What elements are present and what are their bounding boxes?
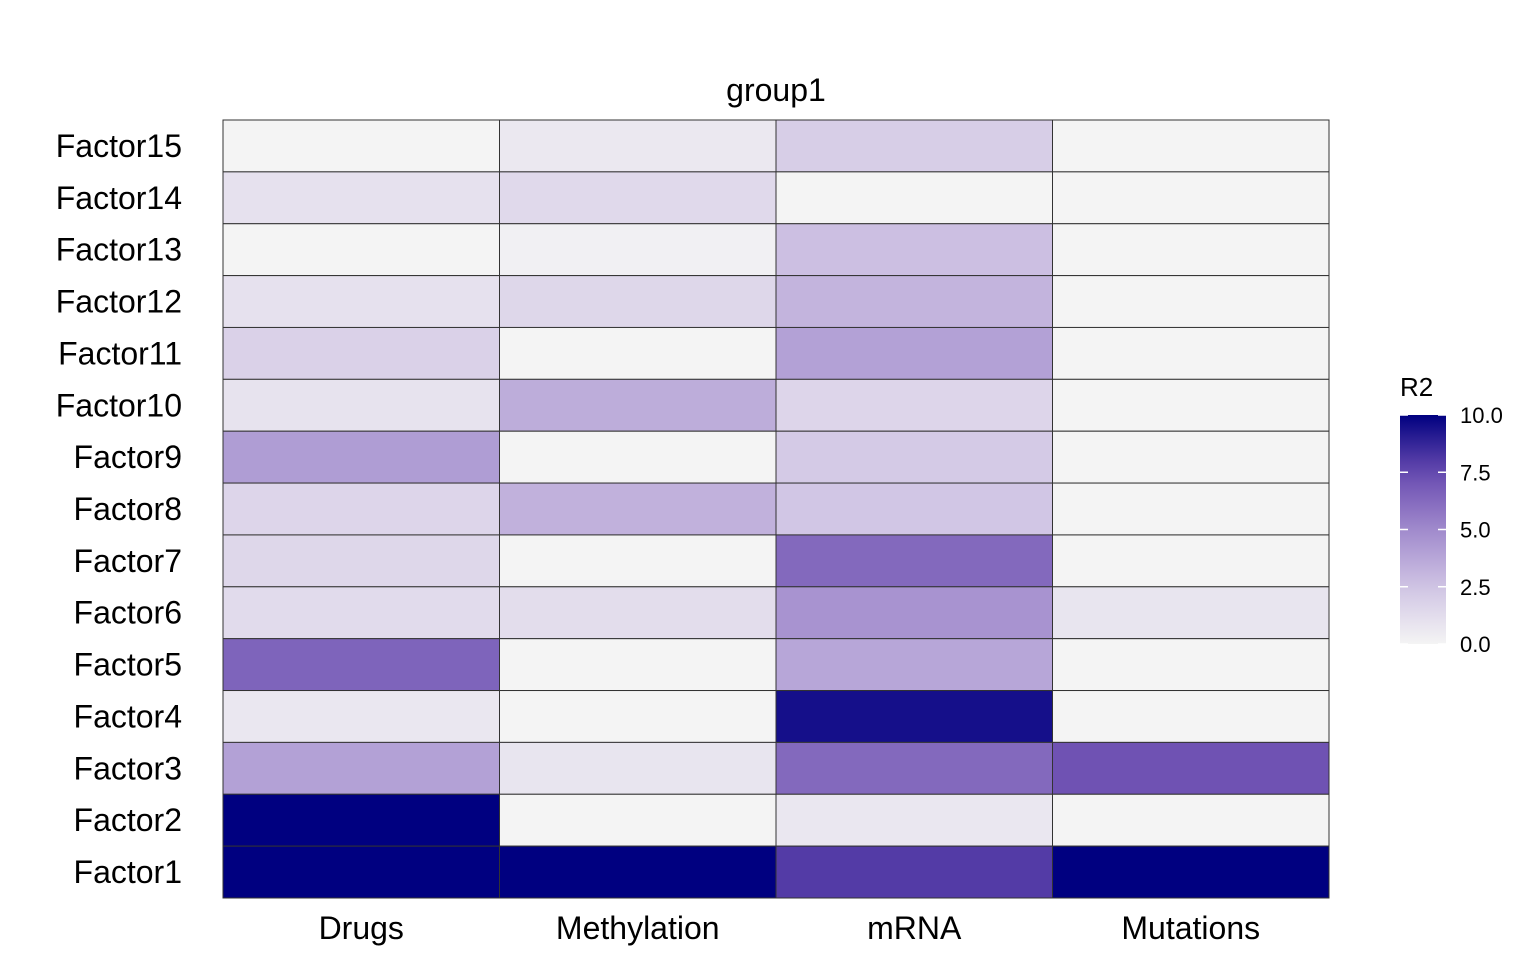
heatmap-cell bbox=[222, 119, 500, 173]
heatmap-cell bbox=[499, 119, 777, 173]
heatmap-cell bbox=[775, 690, 1053, 743]
heatmap-cell bbox=[1052, 638, 1330, 692]
legend-tick-label: 5.0 bbox=[1460, 518, 1491, 543]
heatmap-cell bbox=[499, 638, 777, 692]
row-label: Factor4 bbox=[74, 698, 182, 734]
heatmap-cell bbox=[1052, 482, 1330, 536]
column-labels: Drugs Methylation mRNA Mutations bbox=[319, 910, 1261, 946]
row-label: Factor6 bbox=[74, 595, 182, 631]
heatmap-cell bbox=[222, 534, 500, 588]
heatmap-cell bbox=[1052, 378, 1330, 432]
heatmap-cell bbox=[499, 690, 777, 743]
heatmap-cell bbox=[775, 171, 1053, 225]
legend-tick-label: 2.5 bbox=[1460, 575, 1491, 600]
heatmap-cell bbox=[1052, 793, 1330, 847]
heatmap-cell bbox=[775, 223, 1053, 277]
row-label: Factor2 bbox=[74, 802, 182, 838]
legend-ticks: 10.0 7.5 5.0 2.5 0.0 bbox=[1400, 403, 1503, 657]
heatmap-cell bbox=[222, 741, 500, 795]
row-label: Factor5 bbox=[74, 647, 182, 683]
heatmap-cell bbox=[775, 586, 1053, 640]
heatmap-cell bbox=[222, 690, 500, 743]
heatmap-cell bbox=[222, 793, 500, 847]
heatmap-cell bbox=[499, 326, 777, 380]
column-label: Mutations bbox=[1121, 910, 1260, 946]
heatmap-cell bbox=[499, 171, 777, 225]
row-label: Factor9 bbox=[74, 439, 182, 475]
legend-tick-label: 7.5 bbox=[1460, 460, 1491, 485]
heatmap-cell bbox=[775, 430, 1053, 484]
heatmap-cell bbox=[499, 430, 777, 484]
heatmap-cell bbox=[775, 378, 1053, 432]
heatmap-cell bbox=[222, 378, 500, 432]
heatmap-cell bbox=[1052, 430, 1330, 484]
heatmap-cell bbox=[775, 534, 1053, 588]
heatmap-cell bbox=[222, 326, 500, 380]
row-label: Factor12 bbox=[56, 284, 182, 320]
heatmap-cell bbox=[222, 430, 500, 484]
row-label: Factor10 bbox=[56, 387, 182, 423]
color-legend: R2 10.0 7.5 5.0 2.5 0.0 bbox=[1400, 372, 1503, 657]
heatmap-cell bbox=[775, 326, 1053, 380]
heatmap-cell bbox=[222, 223, 500, 277]
row-labels: Factor15 Factor14 Factor13 Factor12 Factor11… bbox=[56, 128, 182, 890]
heatmap-cell bbox=[222, 638, 500, 692]
row-label: Factor8 bbox=[74, 491, 182, 527]
heatmap-cell bbox=[499, 482, 777, 536]
heatmap-cell bbox=[499, 223, 777, 277]
heatmap-cell bbox=[1052, 275, 1330, 328]
heatmap-cell bbox=[222, 275, 500, 328]
heatmap-cell bbox=[499, 741, 777, 795]
heatmap-cell bbox=[1052, 845, 1330, 899]
column-label: mRNA bbox=[867, 910, 962, 946]
heatmap-cells bbox=[222, 119, 1330, 899]
heatmap-cell bbox=[775, 482, 1053, 536]
heatmap-cell bbox=[222, 845, 500, 899]
row-label: Factor7 bbox=[74, 543, 182, 579]
legend-tick-label: 10.0 bbox=[1460, 403, 1503, 428]
heatmap-cell bbox=[1052, 326, 1330, 380]
column-label: Methylation bbox=[556, 910, 720, 946]
heatmap-cell bbox=[1052, 119, 1330, 173]
column-label: Drugs bbox=[319, 910, 404, 946]
heatmap-cell bbox=[499, 793, 777, 847]
heatmap-cell bbox=[499, 378, 777, 432]
heatmap-cell bbox=[775, 638, 1053, 692]
panel-title: group1 bbox=[726, 72, 826, 108]
heatmap-cell bbox=[499, 534, 777, 588]
legend-tick-label: 0.0 bbox=[1460, 632, 1491, 657]
row-label: Factor1 bbox=[74, 854, 182, 890]
heatmap-cell bbox=[775, 119, 1053, 173]
legend-title: R2 bbox=[1400, 372, 1433, 402]
heatmap-cell bbox=[775, 793, 1053, 847]
heatmap-cell bbox=[775, 845, 1053, 899]
heatmap-cell bbox=[1052, 690, 1330, 743]
heatmap-cell bbox=[499, 586, 777, 640]
heatmap-cell bbox=[222, 586, 500, 640]
heatmap-cell bbox=[775, 741, 1053, 795]
heatmap-cell bbox=[1052, 586, 1330, 640]
heatmap-cell bbox=[499, 845, 777, 899]
row-label: Factor11 bbox=[58, 335, 182, 371]
heatmap-cell bbox=[499, 275, 777, 328]
heatmap-cell bbox=[222, 482, 500, 536]
heatmap-cell bbox=[1052, 534, 1330, 588]
row-label: Factor15 bbox=[56, 128, 182, 164]
row-label: Factor13 bbox=[56, 232, 182, 268]
heatmap-cell bbox=[1052, 223, 1330, 277]
heatmap-cell bbox=[775, 275, 1053, 328]
heatmap-cell bbox=[1052, 171, 1330, 225]
row-label: Factor3 bbox=[74, 750, 182, 786]
heatmap-cell bbox=[1052, 741, 1330, 795]
heatmap-cell bbox=[222, 171, 500, 225]
row-label: Factor14 bbox=[56, 180, 182, 216]
